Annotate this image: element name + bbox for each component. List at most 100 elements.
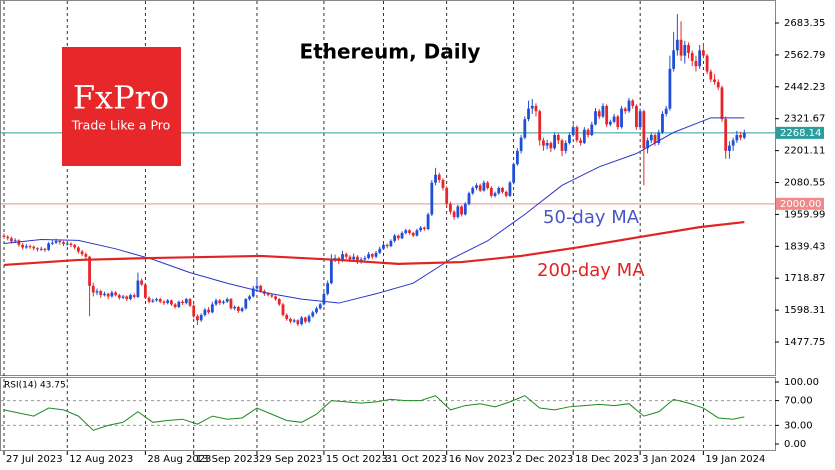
candle-body bbox=[690, 53, 694, 61]
candle-body bbox=[530, 105, 534, 109]
candle-body bbox=[515, 150, 519, 165]
candle-body bbox=[683, 45, 687, 56]
y-tick-label: 1839.43 bbox=[784, 241, 825, 252]
x-tick-label: 18 Dec 2023 bbox=[575, 454, 639, 465]
candle-body bbox=[303, 317, 307, 322]
candle-body bbox=[594, 111, 597, 125]
candle-body bbox=[445, 187, 449, 204]
candle-body bbox=[129, 295, 132, 300]
candle-body bbox=[698, 50, 702, 67]
candle-body bbox=[467, 193, 471, 204]
candle-body bbox=[519, 137, 523, 151]
candle-body bbox=[125, 296, 129, 300]
candle-body bbox=[527, 108, 530, 120]
candle-body bbox=[140, 280, 144, 285]
candle-body bbox=[575, 127, 579, 141]
candle-body bbox=[162, 301, 166, 304]
candle-body bbox=[177, 301, 181, 308]
candle-body bbox=[408, 230, 411, 233]
rsi-tick-label: 30.00 bbox=[784, 420, 813, 431]
candle-body bbox=[158, 299, 162, 302]
candle-body bbox=[635, 105, 638, 128]
candle-body bbox=[58, 240, 62, 243]
candle-body bbox=[396, 235, 400, 239]
candle-body bbox=[374, 252, 378, 257]
candle-body bbox=[181, 301, 184, 304]
candle-body bbox=[608, 121, 612, 125]
candle-body bbox=[214, 300, 218, 305]
candle-body bbox=[437, 174, 441, 181]
candle-body bbox=[274, 296, 277, 300]
candle-body bbox=[642, 111, 646, 149]
candle-body bbox=[248, 296, 251, 300]
candle-body bbox=[17, 240, 21, 245]
candle-body bbox=[586, 129, 590, 136]
candle-body bbox=[560, 140, 564, 151]
candle-body bbox=[482, 182, 486, 191]
candle-body bbox=[218, 300, 222, 304]
candle-body bbox=[117, 295, 121, 298]
candle-body bbox=[422, 227, 426, 229]
y-tick-label: 1959.99 bbox=[784, 209, 825, 220]
candle-body bbox=[24, 246, 28, 248]
candle-body bbox=[2, 235, 6, 237]
candle-body bbox=[356, 256, 359, 263]
candle-body bbox=[568, 135, 571, 143]
candle-body bbox=[203, 309, 207, 315]
candle-body bbox=[675, 39, 679, 51]
candle-body bbox=[285, 314, 289, 319]
candle-body bbox=[538, 111, 542, 141]
ma50-label: 50-day MA bbox=[543, 207, 640, 228]
candle-body bbox=[728, 145, 731, 151]
candle-body bbox=[28, 246, 32, 248]
candle-body bbox=[545, 142, 549, 146]
y-tick-label: 2080.55 bbox=[784, 178, 825, 189]
candle-body bbox=[694, 60, 698, 67]
y-tick-label: 2201.11 bbox=[784, 146, 825, 157]
candle-body bbox=[605, 105, 609, 125]
candle-body bbox=[638, 111, 642, 128]
candle-body bbox=[623, 108, 627, 112]
candle-body bbox=[434, 174, 437, 183]
candle-body bbox=[419, 227, 423, 231]
candle-body bbox=[255, 285, 259, 289]
candle-body bbox=[114, 292, 118, 296]
candle-body bbox=[62, 242, 65, 245]
x-tick-label: 31 Oct 2023 bbox=[385, 454, 447, 465]
candle-body bbox=[512, 164, 516, 183]
candle-body bbox=[716, 82, 720, 88]
candle-body bbox=[556, 135, 560, 141]
candle-body bbox=[10, 238, 13, 242]
candle-body bbox=[170, 300, 173, 305]
candle-body bbox=[300, 317, 304, 325]
candle-body bbox=[199, 314, 203, 321]
candle-body bbox=[627, 100, 631, 112]
candle-body bbox=[713, 79, 716, 83]
candle-body bbox=[192, 305, 196, 317]
x-tick-label: 15 Oct 2023 bbox=[326, 454, 388, 465]
ma-line bbox=[3, 220, 745, 267]
logo-brand: FxPro bbox=[73, 79, 169, 117]
candle-body bbox=[475, 185, 478, 188]
candle-body bbox=[616, 116, 620, 128]
candle-body bbox=[705, 55, 709, 72]
chart-title: Ethereum, Daily bbox=[300, 40, 481, 64]
x-tick-label: 29 Sep 2023 bbox=[259, 454, 322, 465]
x-tick-label: 12 Aug 2023 bbox=[69, 454, 133, 465]
candle-body bbox=[672, 50, 676, 69]
candle-body bbox=[322, 293, 326, 305]
candle-body bbox=[222, 301, 225, 304]
y-tick-label: 2321.67 bbox=[784, 114, 825, 125]
candle-body bbox=[731, 140, 735, 146]
candle-body bbox=[266, 293, 270, 296]
candle-body bbox=[534, 105, 538, 112]
price-tag-label: 2268.14 bbox=[780, 128, 821, 139]
candle-body bbox=[653, 135, 657, 143]
candle-body bbox=[664, 108, 668, 114]
candle-body bbox=[501, 187, 504, 192]
candle-body bbox=[91, 285, 95, 293]
candle-body bbox=[597, 111, 601, 117]
ma200-label: 200-day MA bbox=[537, 260, 645, 281]
candle-body bbox=[307, 316, 311, 322]
candle-body bbox=[21, 244, 24, 248]
